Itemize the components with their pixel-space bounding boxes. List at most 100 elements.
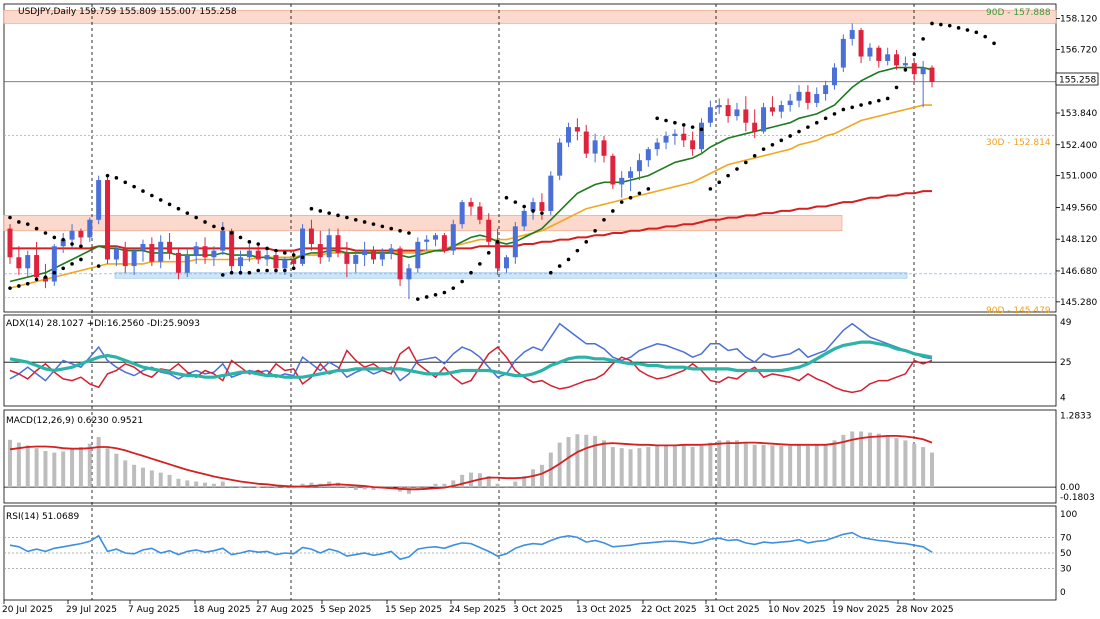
time-tick-label: 29 Jul 2025 [66,605,117,615]
macd-histogram-bar [770,445,775,488]
rsi-line [9,531,933,561]
sar-dot [779,138,784,143]
macd-histogram-bar [894,438,899,488]
sar-dot [105,173,110,178]
macd-histogram-bar [140,467,145,488]
ema-mid-line [9,104,932,289]
candle-body [282,259,288,269]
sar-dot [327,211,331,215]
sar-dot [416,297,420,301]
sar-dot [619,200,624,204]
macd-histogram-bar [708,442,713,488]
candle-body [211,250,217,258]
candle-body [362,250,368,256]
sar-dot [34,277,39,282]
sar-dot [628,195,633,200]
time-tick-label: 13 Oct 2025 [576,605,632,615]
macd-histogram-bar [841,434,846,488]
m30-level-label: 30D - 152.814 [986,138,1051,148]
candle-body [335,235,341,253]
candle-body [539,202,545,211]
adx-line [9,340,933,379]
macd-histogram-bar [726,440,731,488]
time-grid [91,4,915,600]
candle-body [503,257,509,269]
sar-dot [717,180,722,185]
sar-dot [132,184,136,189]
s90-level-label: 90D - 145.479 [986,306,1051,316]
candle-body [193,246,199,256]
sar-dot [726,173,730,178]
panel-border [3,409,1057,504]
candle-body [353,255,359,264]
candle-body [450,224,456,251]
candle-body [131,250,137,267]
adx-tick-label: 25 [1060,358,1071,368]
candle-body [796,91,802,101]
candle-body [308,228,314,245]
macd-histogram-bar [61,451,66,488]
sar-dot [380,224,385,229]
macd-histogram-bar [486,475,491,488]
sar-dot [522,204,526,209]
candle-body [876,47,882,61]
time-tick-label: 22 Oct 2025 [641,605,697,615]
macd-histogram-bar [52,452,57,488]
candle-body [885,54,891,61]
time-tick-label: 27 Aug 2025 [256,605,314,615]
adx-tick-label: 4 [1060,393,1066,403]
macd-histogram-bar [823,444,828,488]
candle-body [317,244,323,258]
macd-histogram-bar [699,445,704,488]
candle-body [167,241,173,253]
candle-body [858,30,864,57]
price-tick-label: 152.400 [1060,141,1097,151]
rsi-tick-label: 50 [1060,549,1072,559]
sar-dot [664,118,668,123]
macd-histogram-bar [273,487,278,489]
candle-body [645,149,651,161]
macd-histogram-bar [717,440,722,488]
time-tick-label: 5 Sep 2025 [320,605,371,615]
macd-histogram-bar [912,443,917,488]
macd-histogram-bar [531,469,536,488]
candle-body [326,235,332,258]
macd-histogram-bar [8,439,12,488]
candle-body [264,255,270,260]
macd-histogram-bar [371,487,376,490]
macd-histogram-bar [167,474,172,488]
sar-dot [371,222,376,226]
candles [7,23,935,300]
sar-dot [832,112,837,116]
macd-histogram-bar [433,483,438,488]
macd-histogram-bar [123,460,128,488]
macd-histogram-bar [832,440,837,488]
sar-dot [283,251,287,255]
macd-histogram-bar [469,472,473,488]
price-tick-label: 158.120 [1060,15,1097,25]
sar-dot [912,52,917,57]
candle-body [920,67,926,75]
time-tick-label: 19 Nov 2025 [832,605,890,615]
candle-body [60,239,66,247]
macd-histogram-bar [761,444,766,488]
sar-dot [939,22,943,27]
sar-dot [345,215,349,220]
candle-body [761,107,767,132]
sar-dot [850,105,855,110]
sar-dot [247,270,252,275]
macd-histogram-bar [788,445,793,488]
candle-body [388,248,394,253]
macd-histogram-bar [291,487,296,489]
candle-body [51,246,57,282]
macd-tick-label: 1.2833 [1060,412,1092,422]
macd-histogram-bar [158,472,163,488]
macd-histogram-bar [885,435,890,488]
sar-dot [256,242,261,246]
sar-dot [611,209,615,213]
candle-body [743,109,749,123]
sar-dot [495,240,500,244]
sar-dot [841,107,846,112]
sar-dot [79,244,83,249]
